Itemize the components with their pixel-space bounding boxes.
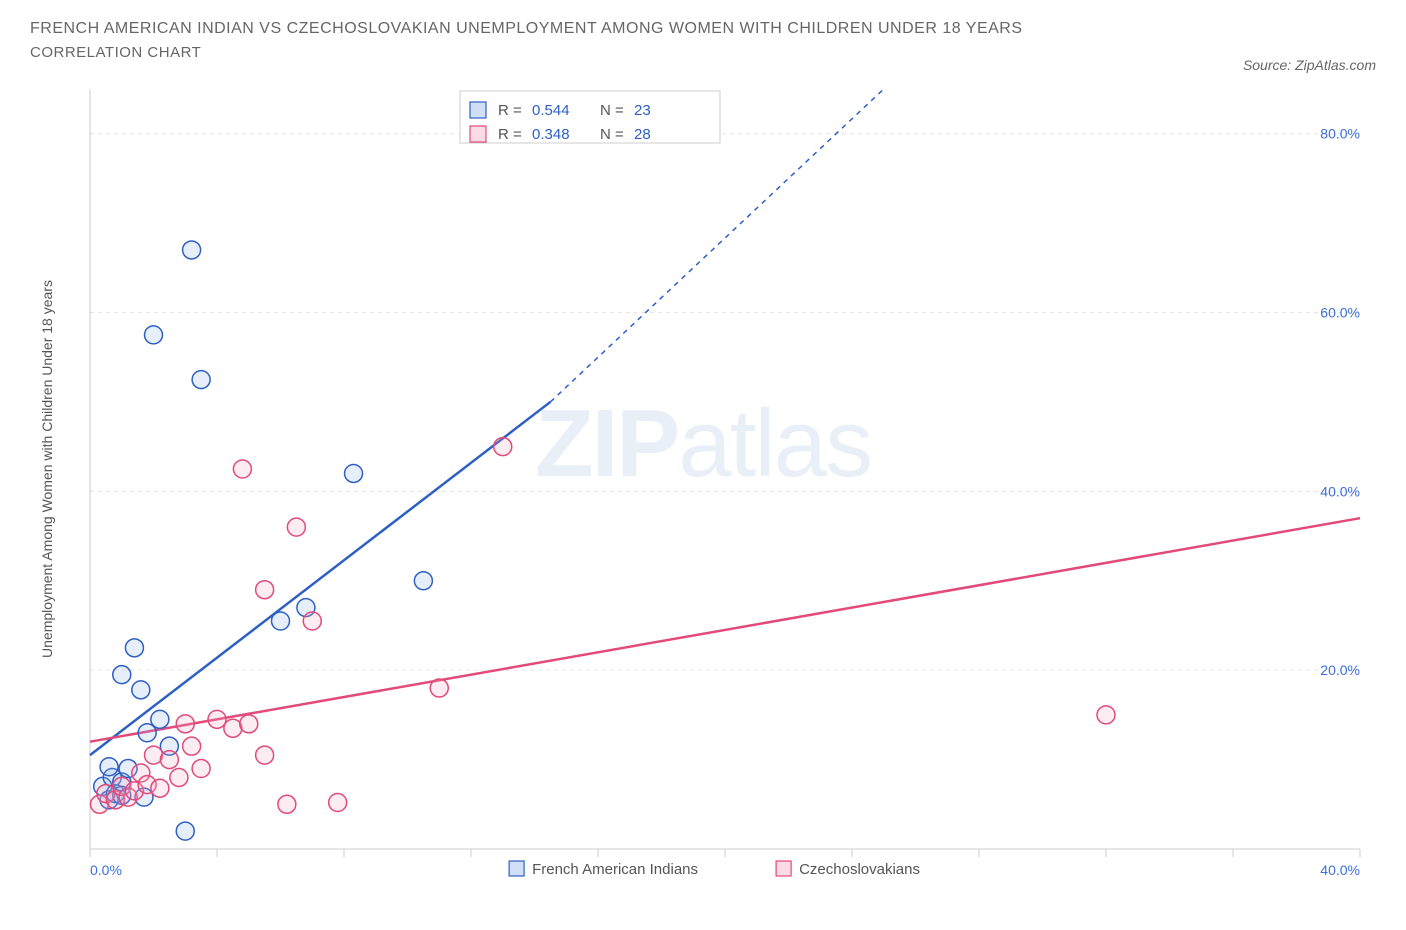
- legend-swatch: [470, 102, 486, 118]
- legend-n-value: 23: [634, 102, 651, 119]
- scatter-point: [183, 737, 201, 755]
- y-tick-label: 40.0%: [1320, 483, 1360, 499]
- scatter-point: [132, 681, 150, 699]
- scatter-point: [278, 795, 296, 813]
- x-tick-label: 0.0%: [90, 862, 122, 878]
- scatter-point: [113, 666, 131, 684]
- scatter-point: [414, 572, 432, 590]
- scatter-point: [151, 710, 169, 728]
- scatter-point: [170, 768, 188, 786]
- scatter-point: [192, 371, 210, 389]
- scatter-point: [100, 758, 118, 776]
- legend-n-label: N =: [600, 102, 624, 119]
- legend-r-label: R =: [498, 102, 522, 119]
- scatter-point: [192, 760, 210, 778]
- scatter-point: [1097, 706, 1115, 724]
- y-axis-title: Unemployment Among Women with Children U…: [39, 280, 55, 658]
- legend-r-value: 0.348: [532, 126, 570, 143]
- scatter-point: [240, 715, 258, 733]
- series-swatch: [776, 861, 791, 876]
- chart-container: 0.0% 40.0% 20.0% 40.0% 60.0% 80.0% Unemploymen…: [30, 79, 1376, 909]
- scatter-point: [272, 612, 290, 630]
- scatter-point: [329, 794, 347, 812]
- scatter-point: [151, 779, 169, 797]
- y-tick-label: 20.0%: [1320, 662, 1360, 678]
- scatter-chart: 0.0% 40.0% 20.0% 40.0% 60.0% 80.0% Unemploymen…: [30, 79, 1376, 909]
- scatter-point: [208, 710, 226, 728]
- legend-swatch: [470, 126, 486, 142]
- scatter-point: [287, 518, 305, 536]
- legend-n-label: N =: [600, 126, 624, 143]
- series-label: Czechoslovakians: [799, 861, 920, 878]
- y-tick-label: 80.0%: [1320, 126, 1360, 142]
- x-tick-label: 40.0%: [1320, 862, 1360, 878]
- source-attribution: Source: ZipAtlas.com: [1243, 57, 1376, 73]
- scatter-point: [345, 464, 363, 482]
- scatter-point: [176, 822, 194, 840]
- scatter-point: [176, 715, 194, 733]
- scatter-point: [256, 746, 274, 764]
- scatter-point: [256, 581, 274, 599]
- series-swatch: [509, 861, 524, 876]
- scatter-point: [430, 679, 448, 697]
- series-label: French American Indians: [532, 861, 698, 878]
- scatter-point: [160, 751, 178, 769]
- scatter-point: [125, 639, 143, 657]
- chart-title: FRENCH AMERICAN INDIAN VS CZECHOSLOVAKIA…: [30, 20, 1023, 38]
- legend-r-label: R =: [498, 126, 522, 143]
- scatter-point: [145, 326, 163, 344]
- scatter-point: [303, 612, 321, 630]
- legend-r-value: 0.544: [532, 102, 570, 119]
- y-tick-label: 60.0%: [1320, 305, 1360, 321]
- legend-n-value: 28: [634, 126, 651, 143]
- scatter-point: [494, 438, 512, 456]
- chart-subtitle: CORRELATION CHART: [30, 44, 201, 61]
- scatter-point: [183, 241, 201, 259]
- scatter-point: [233, 460, 251, 478]
